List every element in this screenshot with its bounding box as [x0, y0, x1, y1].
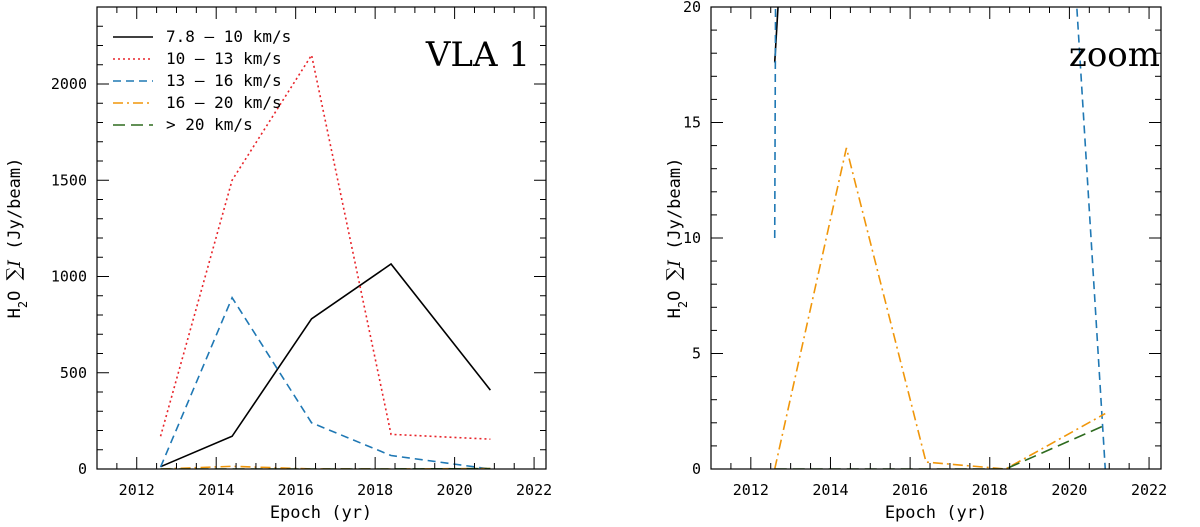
series-line [773, 7, 1107, 469]
x-tick-label: 2018 [972, 481, 1008, 499]
series-line [159, 295, 491, 469]
x-axis-title: Epoch (yr) [270, 503, 372, 523]
legend-label: > 20 km/s [166, 115, 253, 134]
legend-label: 7.8 – 10 km/s [166, 27, 291, 46]
x-tick-label: 2012 [733, 481, 769, 499]
y-axis-title: H2O ∑I (Jy/beam) [3, 158, 30, 319]
plot-frame [710, 6, 1162, 470]
series-layer [773, 7, 1107, 469]
y-tick-label: 1000 [51, 268, 87, 286]
legend-label: 13 – 16 km/s [166, 71, 282, 90]
legend: 7.8 – 10 km/s 10 – 13 km/s 13 – 16 km/s 16 … [113, 27, 291, 134]
x-tick-label: 2022 [516, 481, 552, 499]
ticks-layer: 2012 2014 2016 2018 2020 2022 0 500 1000 1500 2000 [51, 6, 552, 499]
ticks-layer: 2012 2014 2016 2018 2020 2022 0 5 10 15 20 [683, 0, 1167, 499]
legend-label: 16 – 20 km/s [166, 93, 282, 112]
y-axis-title: H2O ∑I (Jy/beam) [663, 158, 690, 319]
x-tick-label: 2020 [1051, 481, 1087, 499]
series-line [773, 147, 1106, 469]
y-tick-label: 0 [692, 460, 701, 478]
y-tick-label: 0 [78, 460, 87, 478]
y-axis-title-text: H2O ∑I (Jy/beam) [663, 158, 690, 319]
x-axis-title: Epoch (yr) [885, 503, 987, 523]
series-line [773, 7, 779, 63]
series-line [160, 262, 491, 468]
chart-panel-vla1: 2012 2014 2016 2018 2020 2022 0 500 1000 1500 2000… [3, 6, 552, 523]
y-tick-label: 15 [683, 114, 701, 132]
panel-label: VLA 1 [425, 35, 530, 75]
y-tick-label: 500 [60, 364, 87, 382]
legend-label: 10 – 13 km/s [166, 49, 282, 68]
x-tick-label: 2016 [278, 481, 314, 499]
chart-panel-zoom: 2012 2014 2016 2018 2020 2022 0 5 10 15 20 zoom Ep… [663, 0, 1167, 523]
y-tick-label: 20 [683, 0, 701, 16]
plot-frame [96, 6, 547, 470]
panel-label: zoom [1069, 35, 1160, 75]
series-line [159, 53, 491, 440]
y-tick-label: 5 [692, 345, 701, 363]
series-line [774, 424, 1106, 469]
x-tick-label: 2016 [892, 481, 928, 499]
y-tick-label: 1500 [51, 171, 87, 189]
x-tick-label: 2018 [357, 481, 393, 499]
y-tick-label: 2000 [51, 75, 87, 93]
x-tick-label: 2020 [437, 481, 473, 499]
x-tick-label: 2014 [812, 481, 848, 499]
x-tick-label: 2012 [119, 481, 155, 499]
y-tick-label: 10 [683, 229, 701, 247]
y-axis-title-text: H2O ∑I (Jy/beam) [3, 158, 30, 319]
x-tick-label: 2022 [1131, 481, 1167, 499]
x-tick-label: 2014 [198, 481, 234, 499]
